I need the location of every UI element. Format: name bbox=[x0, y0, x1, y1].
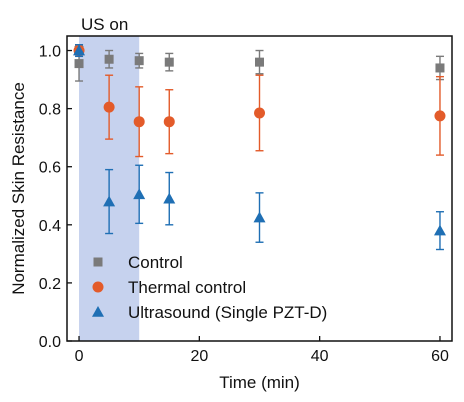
plot-frame bbox=[66, 35, 453, 342]
x-tick-label: 60 bbox=[431, 348, 449, 365]
data-point bbox=[103, 101, 115, 113]
legend-label: Ultrasound (Single PZT-D) bbox=[128, 303, 327, 322]
data-point bbox=[435, 63, 445, 73]
data-point bbox=[104, 54, 114, 64]
data-point bbox=[254, 107, 265, 119]
data-point bbox=[73, 44, 86, 56]
data-point bbox=[133, 116, 145, 128]
x-tick-label: 0 bbox=[75, 348, 84, 365]
y-tick-label: 0.4 bbox=[39, 218, 61, 235]
x-tick-label: 20 bbox=[190, 348, 208, 365]
legend-marker bbox=[93, 257, 103, 267]
data-point bbox=[163, 116, 175, 128]
series-triangle bbox=[73, 44, 446, 251]
data-point bbox=[433, 224, 446, 236]
data-point bbox=[434, 110, 446, 122]
y-tick-label: 0.0 bbox=[39, 334, 61, 351]
legend-label: Control bbox=[128, 253, 183, 272]
data-point bbox=[164, 57, 174, 67]
y-tick-label: 0.8 bbox=[39, 102, 61, 119]
y-tick-label: 0.2 bbox=[39, 276, 61, 293]
y-axis-title: Normalized Skin Resistance bbox=[9, 82, 28, 295]
series-layer bbox=[73, 44, 446, 251]
data-point bbox=[103, 195, 116, 207]
legend: Control Thermal control Ultrasound (Single… bbox=[92, 253, 327, 322]
y-tick-label: 0.6 bbox=[39, 160, 61, 177]
data-point bbox=[74, 59, 84, 69]
data-point bbox=[253, 211, 266, 223]
legend-label: Thermal control bbox=[128, 278, 246, 297]
x-tick-label: 40 bbox=[311, 348, 329, 365]
data-point bbox=[163, 192, 176, 204]
data-point bbox=[133, 188, 146, 200]
legend-marker bbox=[92, 306, 104, 317]
data-point bbox=[255, 57, 264, 67]
us-on-label: US on bbox=[81, 15, 128, 34]
x-axis-title: Time (min) bbox=[219, 373, 300, 392]
legend-marker bbox=[92, 281, 104, 293]
y-tick-label: 1.0 bbox=[39, 44, 61, 61]
data-point bbox=[134, 56, 144, 66]
